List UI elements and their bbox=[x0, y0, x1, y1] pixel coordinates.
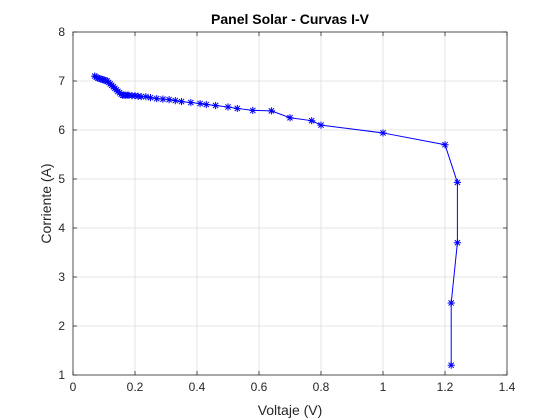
x-tick-label: 1 bbox=[380, 380, 387, 394]
x-axis-label: Voltaje (V) bbox=[258, 402, 323, 418]
data-point bbox=[142, 93, 150, 101]
data-point bbox=[447, 299, 455, 307]
y-tick-label: 7 bbox=[58, 74, 65, 88]
y-axis-label: Corriente (A) bbox=[38, 163, 54, 243]
data-point bbox=[146, 94, 155, 102]
x-tick-label: 1.2 bbox=[437, 380, 454, 394]
data-point bbox=[379, 129, 387, 137]
data-point bbox=[447, 361, 455, 369]
data-point bbox=[267, 107, 275, 115]
data-point bbox=[153, 95, 161, 103]
data-point bbox=[441, 141, 449, 149]
y-tick-label: 8 bbox=[58, 25, 65, 39]
y-tick-label: 5 bbox=[58, 172, 65, 186]
y-tick-label: 3 bbox=[58, 270, 65, 284]
y-tick-label: 1 bbox=[58, 368, 65, 382]
data-point bbox=[159, 95, 167, 103]
data-point bbox=[453, 178, 461, 187]
x-tick-label: 0 bbox=[70, 380, 77, 394]
y-tick-label: 4 bbox=[58, 221, 65, 235]
grid-lines bbox=[73, 32, 507, 375]
data-point bbox=[171, 97, 179, 105]
data-point bbox=[196, 99, 204, 108]
data-point bbox=[286, 114, 294, 122]
data-point bbox=[202, 100, 210, 109]
data-point bbox=[187, 98, 195, 107]
data-series bbox=[91, 72, 461, 369]
x-tick-label: 0.6 bbox=[251, 380, 268, 394]
data-point bbox=[308, 117, 316, 125]
data-point bbox=[249, 106, 257, 114]
data-point bbox=[165, 96, 173, 104]
data-point bbox=[453, 239, 461, 247]
y-axis-ticks: 1 2 3 4 5 6 7 8 bbox=[58, 25, 507, 382]
x-tick-label: 0.4 bbox=[189, 380, 206, 394]
plot-area bbox=[73, 32, 507, 375]
x-tick-label: 0.8 bbox=[313, 380, 330, 394]
y-tick-label: 2 bbox=[58, 319, 65, 333]
x-tick-label: 0.2 bbox=[127, 380, 144, 394]
data-point bbox=[177, 97, 186, 106]
data-point bbox=[212, 101, 220, 110]
data-point bbox=[317, 121, 325, 129]
y-tick-label: 6 bbox=[58, 123, 65, 137]
data-point bbox=[233, 104, 241, 113]
chart-title: Panel Solar - Curvas I-V bbox=[211, 11, 370, 27]
data-point bbox=[224, 103, 232, 111]
x-tick-label: 1.4 bbox=[499, 380, 516, 394]
x-axis-ticks: 0 0.2 0.4 0.6 0.8 1 1.2 1.4 bbox=[70, 32, 516, 394]
plot-border bbox=[72, 31, 508, 376]
data-point bbox=[137, 93, 145, 101]
